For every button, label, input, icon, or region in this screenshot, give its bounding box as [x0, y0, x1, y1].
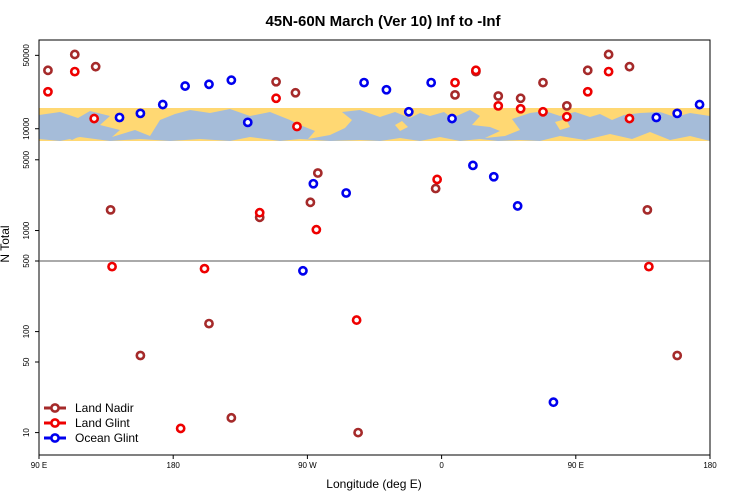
- y-tick-label: 1000: [22, 221, 31, 239]
- land-glint-point: [271, 93, 281, 104]
- ocean-glint-point: [672, 108, 683, 119]
- legend-label-land-glint: Land Glint: [75, 416, 130, 430]
- land-nadir-point: [582, 65, 593, 76]
- land-nadir-point: [450, 90, 460, 100]
- land-nadir-point: [515, 93, 526, 104]
- land-glint-point: [199, 263, 210, 274]
- ocean-glint-point: [341, 188, 352, 198]
- land-nadir-point: [672, 350, 683, 361]
- land-nadir-point: [561, 100, 572, 111]
- plot-frame: [38, 39, 711, 456]
- ocean-glint-point: [468, 160, 478, 171]
- ocean-glint-point: [651, 112, 662, 123]
- ocean-glint-point: [403, 106, 414, 117]
- y-tick-label: 10: [22, 428, 31, 437]
- plot-border: [38, 39, 711, 456]
- x-tick-label: 90 W: [298, 461, 317, 470]
- data-points: [43, 49, 705, 438]
- ocean-glint-point: [298, 265, 308, 276]
- ocean-glint-point: [226, 75, 237, 86]
- land-glint-point: [515, 103, 526, 114]
- ocean-glint-point: [694, 99, 705, 110]
- land-glint-point: [603, 66, 614, 77]
- land-nadir-point: [105, 204, 116, 215]
- land-glint-point: [351, 315, 362, 325]
- land-glint-point: [292, 121, 302, 132]
- land-glint-point: [450, 77, 460, 88]
- x-tick-label: 90 E: [31, 461, 47, 470]
- land-nadir-point: [135, 350, 146, 361]
- y-tick-label: 50000: [22, 44, 31, 67]
- x-axis-label: Longitude (deg E): [326, 477, 421, 491]
- land-nadir-point: [305, 197, 316, 208]
- land-glint-point: [254, 207, 265, 218]
- legend-marker-land-glint: [50, 418, 60, 428]
- land-nadir-point: [90, 61, 101, 72]
- ocean-glint-point: [512, 201, 523, 211]
- y-axis-ticks: 10 50 100 500 1000 5000 10000 50000: [22, 44, 39, 437]
- land-glint-point: [107, 261, 117, 272]
- ocean-glint-point: [447, 113, 457, 124]
- y-tick-label: 100: [22, 324, 31, 338]
- ocean-glint-point: [135, 108, 146, 119]
- land-nadir-point: [43, 65, 53, 76]
- land-glint-point: [624, 113, 635, 124]
- land-nadir-point: [204, 318, 214, 329]
- land-nadir-point: [624, 61, 635, 72]
- x-tick-label: 90 E: [568, 461, 584, 470]
- y-axis-label: N Total: [0, 225, 12, 262]
- ocean-glint-point: [359, 77, 369, 88]
- land-nadir-point: [271, 76, 281, 87]
- land-glint-point: [175, 423, 186, 434]
- ocean-glint-point: [204, 79, 214, 90]
- land-glint-point: [89, 113, 100, 124]
- ocean-glint-point: [488, 171, 499, 182]
- ocean-glint-point: [308, 178, 319, 189]
- chart-title: 45N-60N March (Ver 10) Inf to -Inf: [265, 13, 501, 30]
- land-glint-point: [493, 100, 504, 111]
- y-tick-label: 10000: [22, 117, 31, 140]
- legend-marker-ocean-glint: [50, 433, 60, 443]
- land-glint-point: [69, 66, 80, 77]
- land-nadir-point: [603, 49, 614, 60]
- ocean-glint-point: [426, 77, 437, 88]
- y-tick-label: 50: [22, 357, 31, 366]
- ocean-glint-point: [242, 117, 253, 128]
- land-glint-point: [561, 111, 572, 122]
- land-nadir-point: [290, 87, 301, 98]
- land-glint-point: [643, 261, 654, 272]
- land-nadir-point: [642, 204, 653, 215]
- x-tick-label: 180: [703, 461, 717, 470]
- land-glint-point: [43, 86, 53, 97]
- land-nadir-point: [538, 77, 548, 88]
- x-tick-label: 180: [167, 461, 181, 470]
- world-map-band: [39, 108, 710, 141]
- land-nadir-point: [69, 49, 80, 60]
- legend-label-ocean-glint: Ocean Glint: [75, 431, 139, 445]
- ocean-glint-point: [114, 112, 125, 123]
- legend-label-land-nadir: Land Nadir: [75, 401, 134, 415]
- land-glint-point: [470, 65, 481, 76]
- land-glint-point: [311, 224, 322, 235]
- land-glint-point: [538, 106, 548, 117]
- ocean-glint-point: [381, 84, 392, 95]
- ocean-glint-point: [180, 81, 191, 91]
- x-axis-ticks: 90 E 180 90 W 0 90 E 180: [31, 455, 717, 470]
- ocean-glint-point: [157, 99, 168, 110]
- ocean-glint-point: [548, 397, 559, 408]
- land-glint-point: [432, 174, 443, 185]
- legend-marker-land-nadir: [50, 403, 60, 413]
- land-nadir-point: [226, 412, 237, 423]
- land-glint-point: [582, 86, 593, 97]
- y-tick-label: 5000: [22, 150, 31, 168]
- land-nadir-point: [430, 183, 441, 194]
- y-tick-label: 500: [22, 254, 31, 268]
- land-nadir-point: [493, 91, 504, 101]
- land-nadir-point: [353, 427, 363, 438]
- x-tick-label: 0: [439, 461, 444, 470]
- land-nadir-point: [312, 168, 323, 178]
